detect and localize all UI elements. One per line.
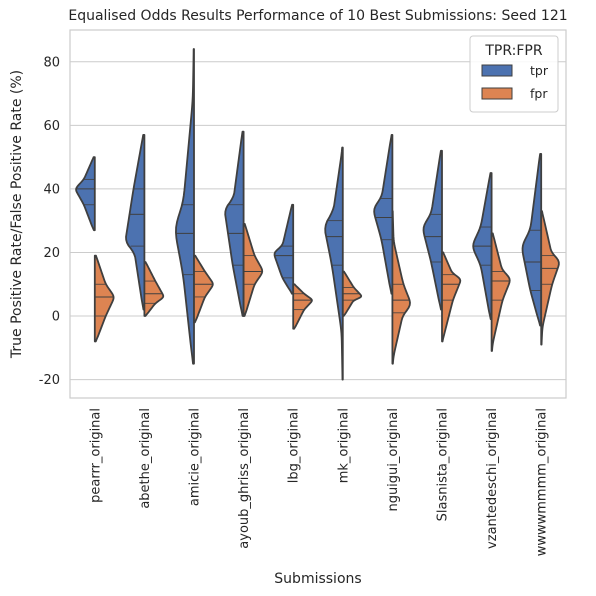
x-tick-label: vzantedeschi_original (485, 408, 500, 549)
violin-half-fpr (242, 222, 264, 317)
violin-half-tpr (373, 133, 394, 295)
violin-half-fpr (93, 254, 115, 343)
legend-label-tpr: tpr (530, 63, 549, 78)
legend: TPR:FPR tpr fpr (469, 35, 559, 113)
x-tick-label: nguigui_original (386, 408, 401, 512)
violin-half-fpr (490, 232, 511, 352)
x-tick-label: lbg_original (287, 408, 302, 483)
x-tick-label: mk_original (336, 408, 351, 483)
violin-half-tpr (224, 130, 245, 317)
y-tick-label: 80 (43, 55, 60, 70)
violin-half-fpr (143, 261, 165, 317)
violin-half-fpr (540, 210, 560, 346)
y-tick-labels: -20 0 20 40 60 80 (39, 55, 60, 388)
legend-label-fpr: fpr (530, 86, 548, 101)
violin-half-tpr (422, 149, 443, 311)
y-tick-label: 0 (52, 310, 60, 325)
violin-half-tpr (273, 203, 295, 295)
violin-half-fpr (391, 210, 411, 365)
legend-title: TPR:FPR (484, 43, 543, 59)
violin-half-tpr (75, 156, 96, 232)
x-tick-label: amicie_original (188, 408, 203, 506)
violin-half-tpr (324, 146, 344, 381)
x-tick-label: wwwwmmmm_original (535, 408, 550, 556)
violin-half-fpr (193, 254, 214, 324)
x-tick-label: Slasnista_original (436, 408, 451, 521)
chart-title: Equalised Odds Results Performance of 10… (68, 8, 567, 24)
legend-swatch-fpr (481, 87, 513, 100)
y-tick-label: 40 (43, 182, 60, 197)
legend-swatch-tpr (481, 64, 513, 77)
y-tick-label: -20 (39, 373, 60, 388)
violin-half-tpr (175, 48, 195, 365)
plot-frame (69, 29, 567, 399)
x-tick-label: ayoub_ghriss_original (237, 408, 252, 549)
x-tick-labels: pearrr_original abethe_original amicie_ori… (88, 408, 549, 556)
x-tick-label: pearrr_original (88, 408, 103, 503)
violin-half-tpr (125, 133, 146, 311)
violins (75, 48, 560, 381)
violin-half-tpr (521, 153, 543, 327)
y-axis-title: True Positive Rate/False Positive Rate (… (9, 70, 25, 359)
violin-half-fpr (292, 283, 313, 330)
y-tick-label: 60 (43, 119, 60, 134)
y-tick-label: 20 (43, 246, 60, 261)
x-tick-label: abethe_original (138, 408, 153, 509)
x-axis-title: Submissions (274, 571, 361, 587)
